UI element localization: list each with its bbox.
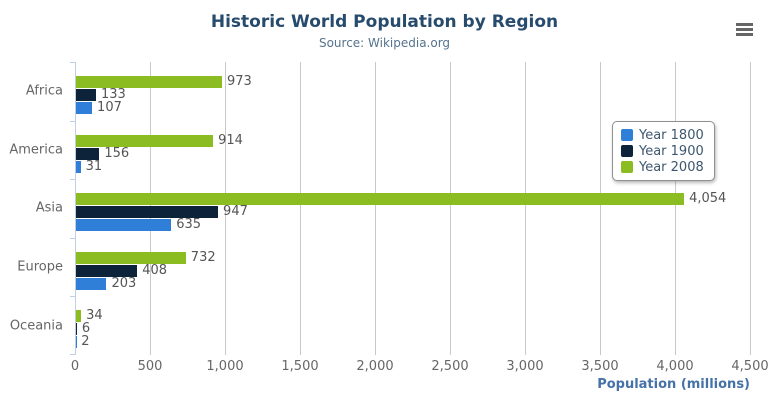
category-label: Africa	[25, 83, 63, 99]
bar-america-year-1800[interactable]	[76, 160, 81, 173]
legend-swatch	[621, 161, 633, 173]
bar-row: 914	[76, 132, 243, 148]
category-axis-tick	[70, 62, 75, 63]
category-band-africa: Africa 973 133 107	[26, 62, 750, 121]
gridline	[749, 62, 751, 355]
category-band-europe: Europe 732 408 203	[17, 238, 750, 297]
category-axis-tick	[70, 354, 75, 355]
data-label: 203	[111, 275, 137, 291]
x-tick-label: 500	[137, 359, 163, 374]
bar-row: 34	[76, 308, 103, 324]
x-tick-label: 2,500	[431, 359, 469, 374]
gridline	[449, 62, 451, 355]
legend-item-year-1900[interactable]: Year 1900	[621, 143, 704, 159]
bar-row: 408	[76, 262, 168, 278]
legend-swatch	[621, 129, 633, 141]
category-label: Asia	[35, 200, 63, 216]
bar-row: 4,054	[76, 191, 727, 207]
bar-oceania-year-2008[interactable]	[76, 310, 82, 323]
bar-row: 732	[76, 249, 216, 265]
bar-oceania-year-1900[interactable]	[76, 323, 77, 336]
bar-row: 133	[76, 87, 126, 102]
data-label: 635	[176, 217, 202, 233]
bar-europe-year-1900[interactable]	[76, 264, 138, 277]
gridline	[299, 62, 301, 355]
hamburger-icon	[735, 22, 753, 36]
x-tick-label: 3,000	[506, 359, 544, 374]
legend-item-year-1800[interactable]: Year 1800	[621, 127, 704, 143]
bar-row: 203	[76, 275, 137, 291]
x-axis-tick-labels: 0 500 1,000 1,500 2,000 2,500 3,000 3,500 4,000 4…	[71, 359, 769, 375]
legend: Year 1800 Year 1900 Year 2008	[612, 121, 715, 181]
category-band-oceania: Oceania 34 6 2	[10, 296, 750, 355]
x-tick-label: 4,500	[731, 359, 769, 374]
data-label: 973	[226, 74, 252, 89]
bar-africa-year-1800[interactable]	[76, 102, 93, 114]
bar-america-year-1900[interactable]	[76, 147, 100, 160]
bar-row: 947	[76, 204, 248, 220]
bar-asia-year-2008[interactable]	[76, 193, 685, 206]
bar-europe-year-2008[interactable]	[76, 251, 186, 264]
bar-asia-year-1800[interactable]	[76, 219, 172, 232]
bar-row: 2	[76, 334, 90, 350]
gridline	[674, 62, 676, 355]
x-axis-title: Population (millions)	[597, 377, 750, 392]
legend-item-label: Year 1800	[639, 127, 704, 143]
legend-swatch	[621, 145, 633, 157]
x-tick-label: 1,500	[281, 359, 319, 374]
x-tick-label: 4,000	[656, 359, 694, 374]
bar-row: 973	[76, 74, 252, 89]
x-tick-label: 1,000	[206, 359, 244, 374]
category-label: Europe	[17, 259, 63, 275]
data-label: 2	[81, 334, 90, 350]
bar-row: 107	[76, 100, 122, 115]
category-band-asia: Asia 4,054 947 635	[36, 179, 750, 238]
gridline	[524, 62, 526, 355]
data-label: 732	[190, 249, 216, 265]
category-axis-tick	[70, 296, 75, 298]
legend-item-label: Year 1900	[639, 143, 704, 159]
chart-subtitle: Source: Wikipedia.org	[318, 36, 451, 50]
legend-item-label: Year 2008	[639, 159, 704, 175]
bar-row: 156	[76, 145, 130, 161]
category-axis-tick	[70, 237, 75, 239]
bar-africa-year-1900[interactable]	[76, 89, 96, 101]
data-label: 133	[100, 87, 126, 102]
data-label: 914	[218, 132, 243, 148]
gridline	[599, 62, 601, 355]
category-label: America	[9, 142, 63, 158]
data-label: 6	[81, 321, 91, 337]
gridline	[224, 62, 226, 355]
category-axis-line	[75, 62, 76, 355]
data-label: 31	[85, 158, 103, 174]
category-band-america: America 914 156 31	[9, 121, 750, 180]
data-label: 34	[86, 308, 103, 324]
bar-row: 6	[76, 321, 91, 337]
bar-africa-year-2008[interactable]	[76, 76, 222, 88]
bar-row: 635	[76, 217, 202, 233]
x-tick-label: 0	[70, 359, 80, 374]
category-label: Oceania	[9, 318, 63, 334]
bar-asia-year-1900[interactable]	[76, 206, 219, 219]
plot-area: Africa 973 133 107 America 914 156 31 Asia 4,054 9…	[9, 62, 751, 355]
data-label: 4,054	[689, 191, 727, 207]
bar-europe-year-1800[interactable]	[76, 277, 107, 290]
bar-america-year-2008[interactable]	[76, 134, 214, 147]
bar-row: 31	[76, 158, 103, 174]
data-label: 107	[97, 100, 122, 115]
category-axis-tick	[70, 179, 75, 181]
data-label: 947	[223, 204, 248, 220]
legend-item-year-2008[interactable]: Year 2008	[621, 159, 704, 175]
gridline	[374, 62, 376, 355]
context-menu-button[interactable]	[730, 17, 758, 41]
x-tick-label: 2,000	[356, 359, 394, 374]
x-tick-label: 3,500	[581, 359, 619, 374]
data-label: 156	[104, 145, 130, 161]
data-label: 408	[142, 262, 168, 278]
chart-title: Historic World Population by Region	[210, 12, 559, 32]
category-axis-tick	[70, 120, 75, 122]
